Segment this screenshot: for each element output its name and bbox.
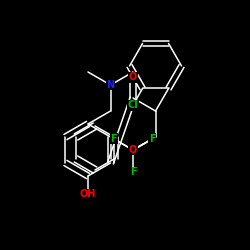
Text: OH: OH bbox=[80, 189, 96, 199]
Text: O: O bbox=[129, 72, 137, 82]
Text: Cl: Cl bbox=[128, 100, 138, 110]
Text: F: F bbox=[110, 134, 117, 144]
Text: F: F bbox=[130, 167, 136, 177]
Text: O: O bbox=[129, 145, 137, 155]
Text: F: F bbox=[149, 134, 156, 144]
Text: N: N bbox=[106, 80, 114, 90]
